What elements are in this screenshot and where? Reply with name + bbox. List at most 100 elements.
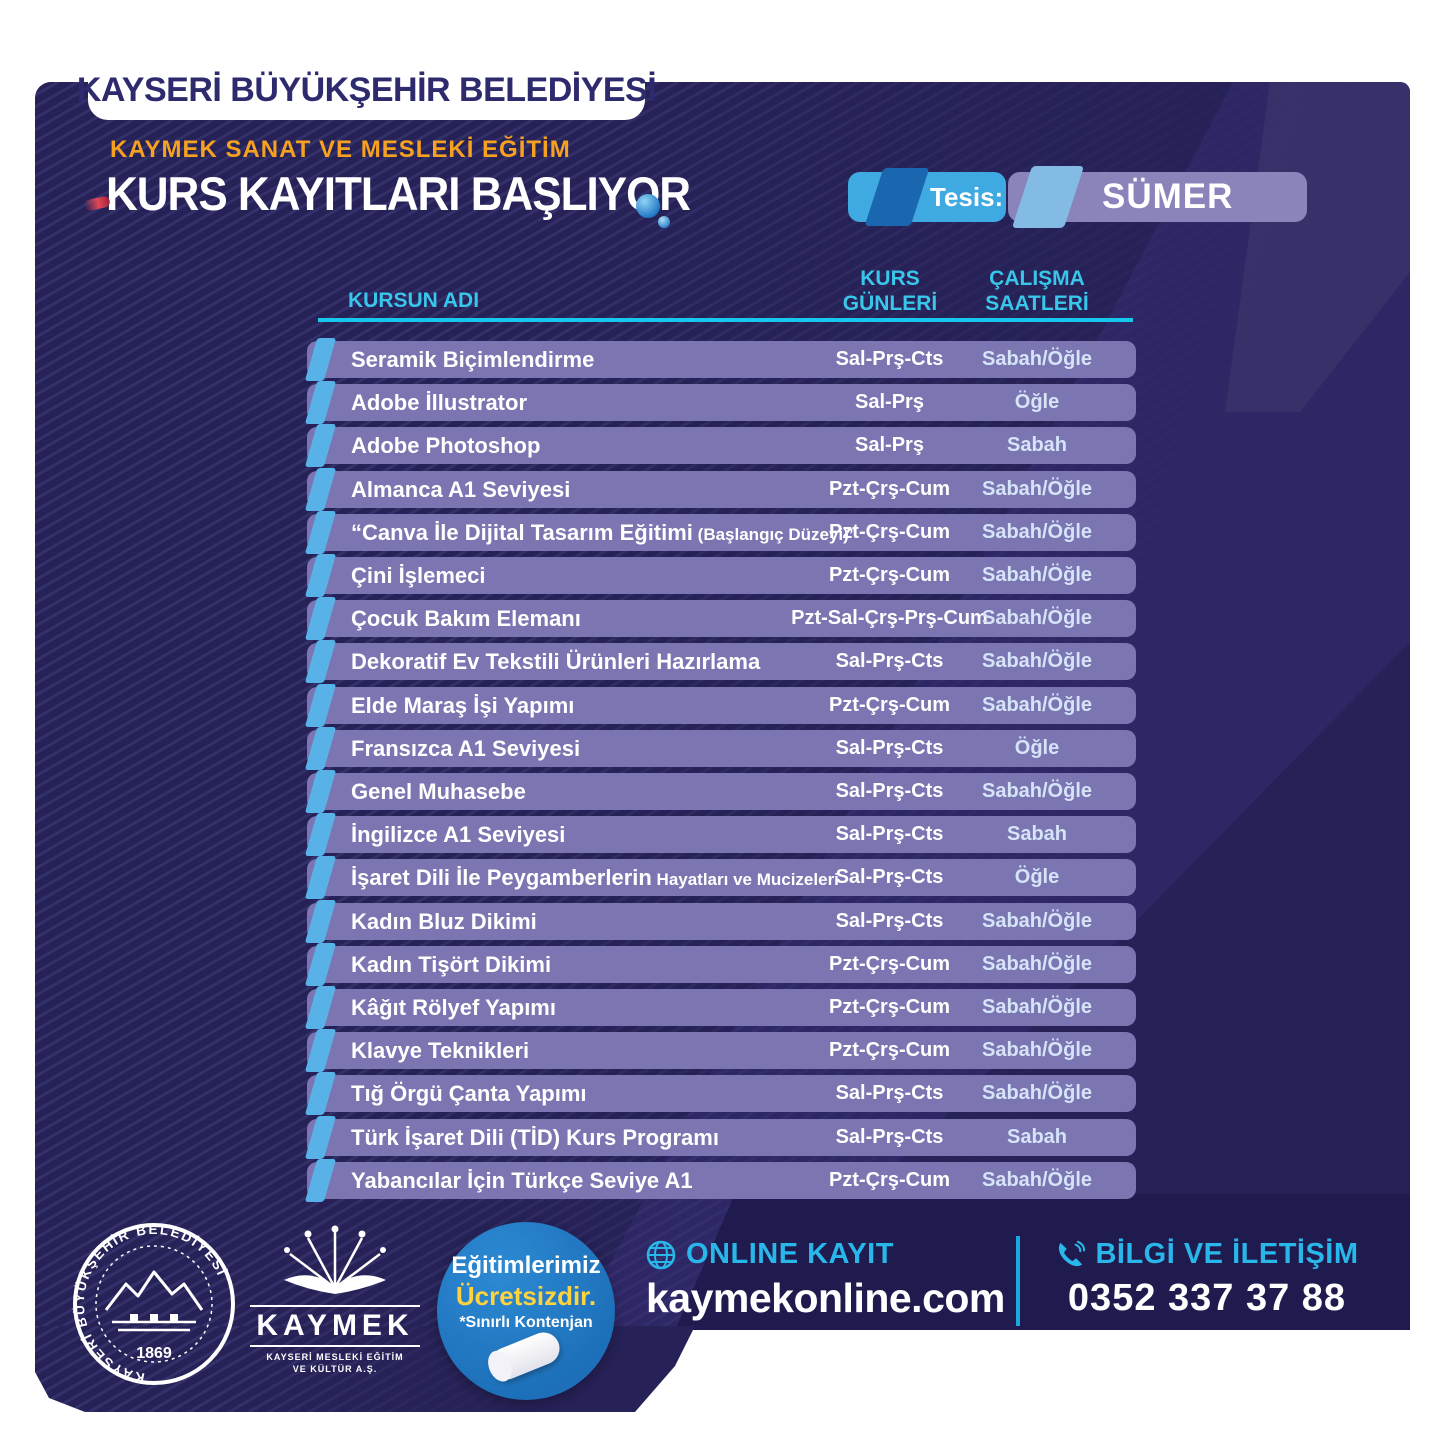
- column-header-course-name: KURSUN ADI: [348, 289, 480, 312]
- course-name-note: Hayatları ve Mucizeleri: [651, 870, 839, 890]
- course-name: Kadın Tişört Dikimi: [351, 951, 552, 977]
- course-name: İşaret Dili İle Peygamberlerin Hayatları…: [351, 865, 839, 891]
- row-slash-accent-icon: [304, 726, 337, 770]
- table-row: Seramik Biçimlendirme Sal-Prş-Cts Sabah/Öğ…: [304, 338, 1136, 381]
- contact-label: BİLGİ VE İLETİŞİM: [1095, 1238, 1359, 1270]
- table-row: Tığ Örgü Çanta Yapımı Sal-Prş-Cts Sabah/Öğ…: [304, 1072, 1136, 1116]
- course-days: Pzt-Çrş-Cum: [828, 996, 951, 1018]
- poster-subtitle: KAYMEK SANAT VE MESLEKİ EĞİTİM: [110, 136, 571, 163]
- column-header-working-hours: ÇALIŞMA SAATLERİ: [985, 267, 1089, 315]
- slash-accent-icon: [1011, 166, 1085, 228]
- municipality-banner: KAYSERİ BÜYÜKŞEHİR BELEDİYESİ: [77, 0, 657, 120]
- row-slash-accent-icon: [304, 1158, 337, 1202]
- course-hours: Sabah/Öğle: [981, 780, 1093, 802]
- course-hours: Öğle: [1014, 391, 1060, 414]
- course-days: Pzt-Çrş-Cum: [828, 1039, 951, 1062]
- row-slash-accent-icon: [304, 813, 337, 857]
- course-days: Sal-Prş-Cts: [835, 823, 944, 846]
- badge-line3: *Sınırlı Kontenjan: [459, 1314, 593, 1331]
- municipality-name: KAYSERİ BÜYÜKŞEHİR BELEDİYESİ: [76, 71, 657, 109]
- course-name: Tığ Örgü Çanta Yapımı: [351, 1081, 587, 1107]
- footer-divider: [1016, 1236, 1020, 1326]
- course-days: Sal-Prş-Cts: [835, 866, 944, 889]
- facility-label: Tesis:: [930, 182, 1004, 212]
- row-slash-accent-icon: [304, 942, 337, 986]
- table-row: Kadın Bluz Dikimi Sal-Prş-Cts Sabah/Öğle: [304, 899, 1136, 943]
- course-hours: Öğle: [1014, 736, 1060, 759]
- slash-accent-icon: [864, 168, 930, 226]
- kaymek-subtitle-line1: KAYSERİ MESLEKİ EĞİTİM: [266, 1352, 404, 1362]
- row-slash-accent-icon: [304, 424, 337, 468]
- course-days: Sal-Prş-Cts: [835, 650, 944, 673]
- table-row: Almanca A1 Seviyesi Pzt-Çrş-Cum Sabah/Öğle: [304, 467, 1136, 511]
- online-registration-label: ONLINE KAYIT: [686, 1238, 894, 1270]
- course-name: Fransızca A1 Seviyesi: [351, 735, 581, 761]
- row-slash-accent-icon: [304, 899, 337, 943]
- course-hours: Sabah: [1006, 434, 1068, 457]
- course-name: Çocuk Bakım Elemanı: [351, 606, 581, 632]
- table-row: Dekoratif Ev Tekstili Ürünleri Hazırlama…: [304, 640, 1136, 684]
- header-underline: [318, 318, 1133, 322]
- row-slash-accent-icon: [304, 770, 337, 813]
- course-hours: Sabah/Öğle: [981, 564, 1093, 586]
- column-header-course-days: KURS GÜNLERİ: [842, 267, 938, 315]
- course-hours: Sabah: [1006, 1125, 1068, 1148]
- table-row: Adobe İllustrator Sal-Prş Öğle: [304, 381, 1136, 425]
- municipality-seal-logo: KAYSERİ BÜYÜKŞEHİR BELEDİYESİ 1869: [72, 1222, 236, 1391]
- online-registration: ONLINE KAYIT kaymekonline.com: [646, 1238, 1005, 1322]
- kaymek-logo: KAYMEK KAYSERİ MESLEKİ EĞİTİM VE KÜLTÜR …: [250, 1224, 420, 1375]
- course-name: Dekoratif Ev Tekstili Ürünleri Hazırlama: [351, 649, 761, 675]
- course-hours: Sabah/Öğle: [981, 1168, 1093, 1191]
- course-days: Sal-Prş: [855, 391, 924, 414]
- course-name: Elde Maraş İşi Yapımı: [351, 692, 575, 718]
- sphere-icon: [636, 194, 660, 218]
- table-row: Yabancılar İçin Türkçe Seviye A1 Pzt-Çrş-…: [304, 1158, 1136, 1202]
- table-row: Genel Muhasebe Sal-Prş-Cts Sabah/Öğle: [304, 770, 1136, 813]
- row-slash-accent-icon: [304, 1072, 337, 1116]
- course-days: Pzt-Çrş-Cum: [828, 520, 951, 543]
- table-row: Elde Maraş İşi Yapımı Pzt-Çrş-Cum Sabah/Öğ…: [304, 683, 1136, 727]
- facility-name: SÜMER: [1102, 177, 1234, 216]
- facility-name-box: SÜMER: [1008, 166, 1307, 228]
- row-slash-accent-icon: [304, 683, 337, 727]
- course-days: Sal-Prş-Cts: [835, 736, 944, 759]
- contact-info: BİLGİ VE İLETİŞİM 0352 337 37 88: [1042, 1238, 1372, 1320]
- course-days: Pzt-Çrş-Cum: [828, 952, 951, 975]
- course-name: Seramik Biçimlendirme: [351, 347, 595, 372]
- course-days: Sal-Prş: [855, 434, 924, 457]
- course-hours: Sabah: [1006, 823, 1068, 846]
- course-days: Pzt-Çrş-Cum: [828, 564, 951, 586]
- table-row: Çini İşlemeci Pzt-Çrş-Cum Sabah/Öğle: [304, 554, 1136, 597]
- course-hours: Sabah/Öğle: [981, 607, 1093, 630]
- poster-title: KURS KAYITLARI BAŞLIYOR: [106, 168, 691, 221]
- course-hours: Sabah/Öğle: [981, 909, 1093, 932]
- kaymek-name: KAYMEK: [250, 1305, 420, 1347]
- seal-year: 1869: [136, 1345, 172, 1362]
- row-slash-accent-icon: [304, 856, 337, 900]
- course-hours: Sabah/Öğle: [981, 1039, 1093, 1062]
- course-hours: Sabah/Öğle: [981, 693, 1093, 716]
- badge-line1: Eğitimlerimiz: [451, 1252, 601, 1279]
- course-days: Sal-Prş-Cts: [835, 909, 944, 932]
- contact-phone-number[interactable]: 0352 337 37 88: [1067, 1277, 1347, 1319]
- kaymek-subtitle-line2: VE KÜLTÜR A.Ş.: [292, 1364, 378, 1374]
- table-row: İşaret Dili İle Peygamberlerin Hayatları…: [304, 856, 1136, 900]
- course-days: Pzt-Çrş-Cum: [828, 693, 951, 716]
- table-row: Fransızca A1 Seviyesi Sal-Prş-Cts Öğle: [304, 726, 1136, 770]
- course-days: Sal-Prş-Cts: [835, 1082, 944, 1105]
- course-hours: Sabah/Öğle: [981, 650, 1093, 673]
- course-name: Klavye Teknikleri: [351, 1038, 530, 1064]
- row-slash-accent-icon: [304, 1029, 337, 1073]
- table-row: Adobe Photoshop Sal-Prş Sabah: [304, 424, 1136, 468]
- row-slash-accent-icon: [304, 381, 337, 425]
- globe-icon: [646, 1240, 676, 1269]
- row-slash-accent-icon: [304, 467, 337, 511]
- row-slash-accent-icon: [304, 597, 337, 641]
- phone-icon: [1059, 1240, 1086, 1266]
- course-name: Adobe İllustrator: [351, 390, 528, 416]
- kaymek-emblem-icon: [284, 1225, 386, 1294]
- badge-line2: Ücretsizdir.: [455, 1281, 597, 1311]
- registration-url[interactable]: kaymekonline.com: [646, 1275, 1005, 1321]
- facility-label-box: Tesis:: [848, 168, 1006, 226]
